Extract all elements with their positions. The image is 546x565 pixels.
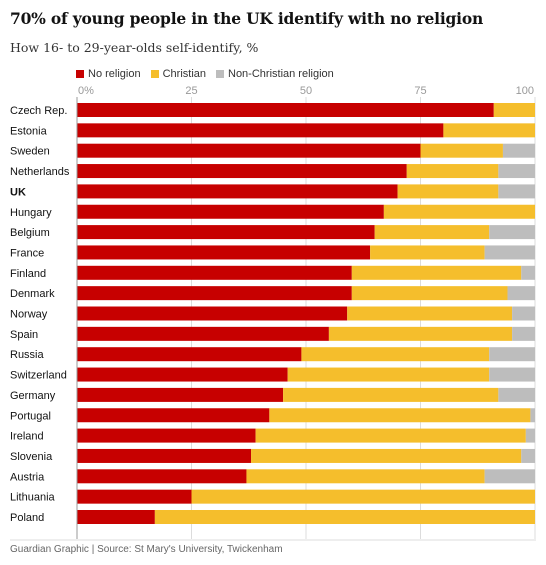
legend-label-non-christian: Non-Christian religion	[228, 68, 334, 80]
legend-item-christian: Christian	[150, 68, 206, 80]
legend-item-non-christian: Non-Christian religion	[216, 68, 334, 80]
bar-no-religion-uk	[77, 184, 398, 199]
legend-swatch-non-christian	[216, 70, 224, 78]
bar-no-religion-austria	[77, 469, 247, 484]
legend-swatch-no-religion	[76, 70, 84, 78]
bar-no-religion-hungary	[77, 204, 384, 219]
legend: No religion Christian Non-Christian reli…	[76, 67, 344, 81]
category-label-hungary: Hungary	[10, 207, 52, 219]
category-label-netherlands: Netherlands	[10, 166, 70, 178]
category-label-lithuania: Lithuania	[10, 492, 56, 504]
bar-no-religion-germany	[77, 387, 284, 402]
bar-no-religion-norway	[77, 306, 348, 321]
category-label-denmark: Denmark	[10, 288, 55, 300]
chart-title: 70% of young people in the UK identify w…	[10, 9, 484, 28]
category-label-finland: Finland	[10, 268, 46, 280]
bar-non-christian-religion-finland	[521, 265, 535, 280]
bar-christian-sweden	[420, 143, 503, 158]
x-tick-label-75: 75	[414, 85, 426, 97]
bar-no-religion-spain	[77, 326, 329, 341]
bar-christian-uk	[397, 184, 499, 199]
bar-non-christian-religion-slovenia	[521, 448, 535, 463]
bar-christian-slovenia	[251, 448, 522, 463]
bar-christian-spain	[328, 326, 513, 341]
bar-christian-belgium	[374, 225, 490, 240]
bar-no-religion-slovenia	[77, 448, 252, 463]
category-label-estonia: Estonia	[10, 125, 48, 137]
category-label-russia: Russia	[10, 349, 45, 361]
legend-label-no-religion: No religion	[88, 68, 141, 80]
bar-christian-austria	[246, 469, 485, 484]
bar-christian-lithuania	[191, 489, 535, 504]
x-tick-label-50: 50	[300, 85, 312, 97]
bar-non-christian-religion-germany	[498, 387, 535, 402]
category-label-france: France	[10, 247, 44, 259]
bar-non-christian-religion-austria	[484, 469, 535, 484]
bar-christian-denmark	[351, 286, 508, 301]
category-label-czech-rep: Czech Rep.	[10, 105, 67, 117]
category-label-sweden: Sweden	[10, 146, 50, 158]
bar-non-christian-religion-sweden	[502, 143, 535, 158]
bar-christian-germany	[283, 387, 499, 402]
category-label-slovenia: Slovenia	[10, 451, 53, 463]
bar-non-christian-religion-uk	[498, 184, 535, 199]
bar-christian-hungary	[383, 204, 535, 219]
category-label-switzerland: Switzerland	[10, 370, 67, 382]
bar-christian-finland	[351, 265, 522, 280]
x-tick-label-0: 0%	[78, 85, 94, 97]
bar-no-religion-netherlands	[77, 164, 407, 179]
bar-no-religion-russia	[77, 347, 302, 362]
bar-non-christian-religion-portugal	[530, 408, 535, 423]
category-label-portugal: Portugal	[10, 410, 51, 422]
bar-no-religion-switzerland	[77, 367, 288, 382]
category-label-uk: UK	[10, 186, 26, 198]
bar-no-religion-ireland	[77, 428, 256, 443]
bar-non-christian-religion-netherlands	[498, 164, 535, 179]
bar-no-religion-lithuania	[77, 489, 192, 504]
x-tick-label-100: 100	[516, 85, 534, 97]
bar-no-religion-belgium	[77, 225, 375, 240]
bar-christian-switzerland	[287, 367, 490, 382]
legend-label-christian: Christian	[162, 68, 206, 80]
bar-christian-portugal	[269, 408, 531, 423]
bar-no-religion-france	[77, 245, 371, 260]
legend-item-no-religion: No religion	[76, 68, 141, 80]
bar-christian-poland	[154, 510, 536, 524]
bar-no-religion-estonia	[77, 123, 444, 138]
x-tick-label-25: 25	[185, 85, 197, 97]
bar-christian-estonia	[443, 123, 535, 138]
legend-swatch-christian	[150, 70, 159, 78]
bar-non-christian-religion-norway	[512, 306, 535, 321]
bar-non-christian-religion-ireland	[525, 428, 535, 443]
bar-non-christian-religion-denmark	[507, 286, 535, 301]
bar-no-religion-denmark	[77, 286, 352, 301]
bar-no-religion-finland	[77, 265, 352, 280]
bar-christian-norway	[347, 306, 513, 321]
bar-christian-france	[370, 245, 485, 260]
bar-christian-russia	[301, 347, 490, 362]
category-label-belgium: Belgium	[10, 227, 50, 239]
bar-christian-ireland	[255, 428, 526, 443]
bar-no-religion-poland	[77, 510, 155, 524]
bar-no-religion-czech-rep	[77, 103, 494, 117]
category-label-spain: Spain	[10, 329, 38, 341]
source-note: Guardian Graphic | Source: St Mary's Uni…	[10, 544, 283, 555]
category-label-poland: Poland	[10, 512, 44, 524]
chart-subtitle: How 16- to 29-year-olds self-identify, %	[10, 40, 259, 55]
category-label-germany: Germany	[10, 390, 56, 402]
category-label-norway: Norway	[10, 309, 48, 321]
bar-non-christian-religion-belgium	[489, 225, 535, 240]
bar-christian-czech-rep	[493, 103, 535, 117]
bar-non-christian-religion-spain	[512, 326, 535, 341]
bar-no-religion-sweden	[77, 143, 421, 158]
bar-non-christian-religion-switzerland	[489, 367, 535, 382]
category-label-austria: Austria	[10, 471, 45, 483]
category-label-ireland: Ireland	[10, 431, 44, 443]
bar-non-christian-religion-russia	[489, 347, 535, 362]
bar-christian-netherlands	[406, 164, 499, 179]
bar-no-religion-portugal	[77, 408, 270, 423]
bar-non-christian-religion-france	[484, 245, 535, 260]
